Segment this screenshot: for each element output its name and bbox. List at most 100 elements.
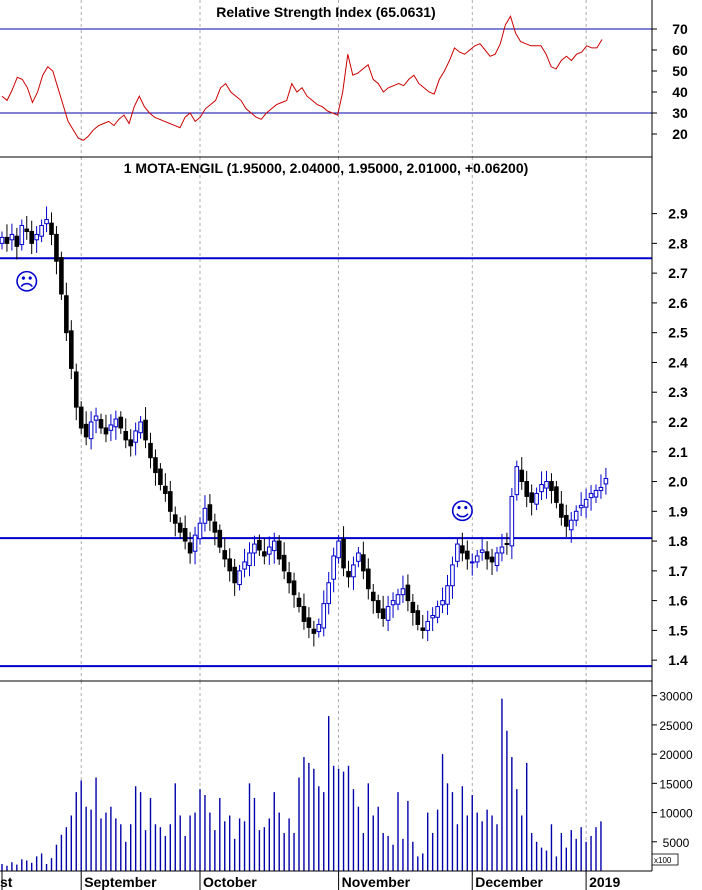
chart-frame xyxy=(0,0,653,872)
price-y-tick-label: 2.8 xyxy=(668,235,688,251)
candle-body xyxy=(291,580,297,596)
candle-body xyxy=(366,568,371,590)
price-y-tick-label: 1.9 xyxy=(668,503,688,519)
candle-body xyxy=(276,540,282,560)
price-panel: 1.4 1.5 1.6 1.7 1.8 1.9 2.0 2.1 2.2 2.3 2.4 2.5 2.6 2… xyxy=(0,157,688,681)
candle-body xyxy=(24,228,30,232)
price-y-tick-label: 1.8 xyxy=(668,533,688,549)
candle-body xyxy=(559,503,564,518)
x-axis-month-label: 2019 xyxy=(589,874,620,890)
candle-body xyxy=(78,406,84,429)
candle-body xyxy=(489,556,495,563)
candle-body xyxy=(479,549,485,553)
candle-body xyxy=(554,486,559,503)
candle-body xyxy=(445,585,450,605)
candle-body xyxy=(425,620,430,631)
rsi-y-tick-label: 40 xyxy=(672,84,688,100)
candle-body xyxy=(182,528,188,542)
candle-body xyxy=(578,504,584,509)
x-axis-month-label: October xyxy=(203,874,257,890)
price-y-tick-label: 2.4 xyxy=(668,354,688,370)
price-y-tick-label: 2.1 xyxy=(668,444,688,460)
volume-bars xyxy=(1,698,602,871)
candle-body xyxy=(573,510,579,521)
candle-body xyxy=(88,421,94,440)
x-axis-month-label: December xyxy=(475,874,543,890)
candle-body xyxy=(113,418,119,428)
volume-y-tick-labels: 5000 10000 15000 20000 25000 30000 xyxy=(652,690,693,850)
candle-body xyxy=(123,431,129,441)
candle-body xyxy=(603,478,609,485)
price-y-tick-label: 2.2 xyxy=(668,414,688,430)
candle-body xyxy=(267,546,272,555)
volume-y-tick-label: 15000 xyxy=(659,777,693,791)
candle-body xyxy=(34,233,39,241)
candle-body xyxy=(450,564,455,587)
candle-body xyxy=(534,492,539,505)
candle-body xyxy=(341,538,346,569)
candle-body xyxy=(484,551,490,560)
candle-body xyxy=(163,485,168,494)
candle-body xyxy=(415,610,421,625)
candle-body xyxy=(460,545,465,554)
price-y-tick-label: 2.3 xyxy=(668,384,688,400)
candle-body xyxy=(331,555,336,580)
candle-body xyxy=(361,554,366,572)
candle-body xyxy=(44,219,49,225)
candle-body xyxy=(4,236,10,244)
candle-body xyxy=(588,492,594,499)
candle-body xyxy=(465,550,470,560)
candle-body xyxy=(262,551,267,557)
candle-body xyxy=(232,566,237,584)
candle-body xyxy=(64,295,69,334)
candle-body xyxy=(128,439,133,447)
candle-body xyxy=(390,600,396,606)
candle-body xyxy=(494,552,500,566)
candle-body xyxy=(202,507,208,524)
candle-body xyxy=(217,529,223,548)
candle-body xyxy=(524,481,530,497)
candle-body xyxy=(143,419,148,441)
candle-body xyxy=(420,627,426,631)
rsi-series-line xyxy=(1,15,603,141)
volume-multiplier-label: x100 xyxy=(654,856,672,865)
smile-face-icon: ☺ xyxy=(450,497,475,525)
candle-body xyxy=(455,543,460,562)
candle-body xyxy=(222,550,228,560)
candle-body xyxy=(346,570,351,578)
candle-body xyxy=(568,519,574,531)
price-title: 1 MOTA-ENGIL (1.95000, 2.04000, 1.95000,… xyxy=(124,160,529,176)
volume-panel: 5000 10000 15000 20000 25000 30000 x100 xyxy=(1,681,693,871)
candle-body xyxy=(598,486,604,491)
candle-body xyxy=(138,421,143,434)
candle-body xyxy=(514,466,520,496)
candle-body xyxy=(207,504,213,521)
candle-body xyxy=(593,489,599,498)
candle-body xyxy=(133,430,138,443)
candle-body xyxy=(405,584,411,602)
candle-body xyxy=(227,558,232,572)
candle-body xyxy=(59,257,64,295)
price-y-tick-label: 2.7 xyxy=(668,265,688,281)
price-y-tick-label: 1.7 xyxy=(668,563,688,579)
volume-y-tick-label: 20000 xyxy=(659,748,693,762)
candle-body xyxy=(326,582,331,605)
candle-body xyxy=(271,540,277,552)
rsi-y-tick-labels: 20 30 40 50 60 70 xyxy=(652,21,688,142)
x-axis-month-label: November xyxy=(342,874,411,890)
price-candles xyxy=(0,206,609,647)
candle-body xyxy=(499,546,505,554)
candle-body xyxy=(356,552,361,562)
volume-y-tick-label: 30000 xyxy=(659,690,693,704)
candle-body xyxy=(440,600,445,606)
rsi-gridlines xyxy=(80,0,587,157)
candle-body xyxy=(197,522,203,540)
candle-body xyxy=(14,235,20,247)
candle-body xyxy=(583,498,589,508)
candle-body xyxy=(242,561,247,570)
price-y-tick-label: 1.4 xyxy=(668,652,688,668)
candle-body xyxy=(158,468,163,486)
candle-body xyxy=(311,628,317,634)
candle-body xyxy=(410,601,416,614)
